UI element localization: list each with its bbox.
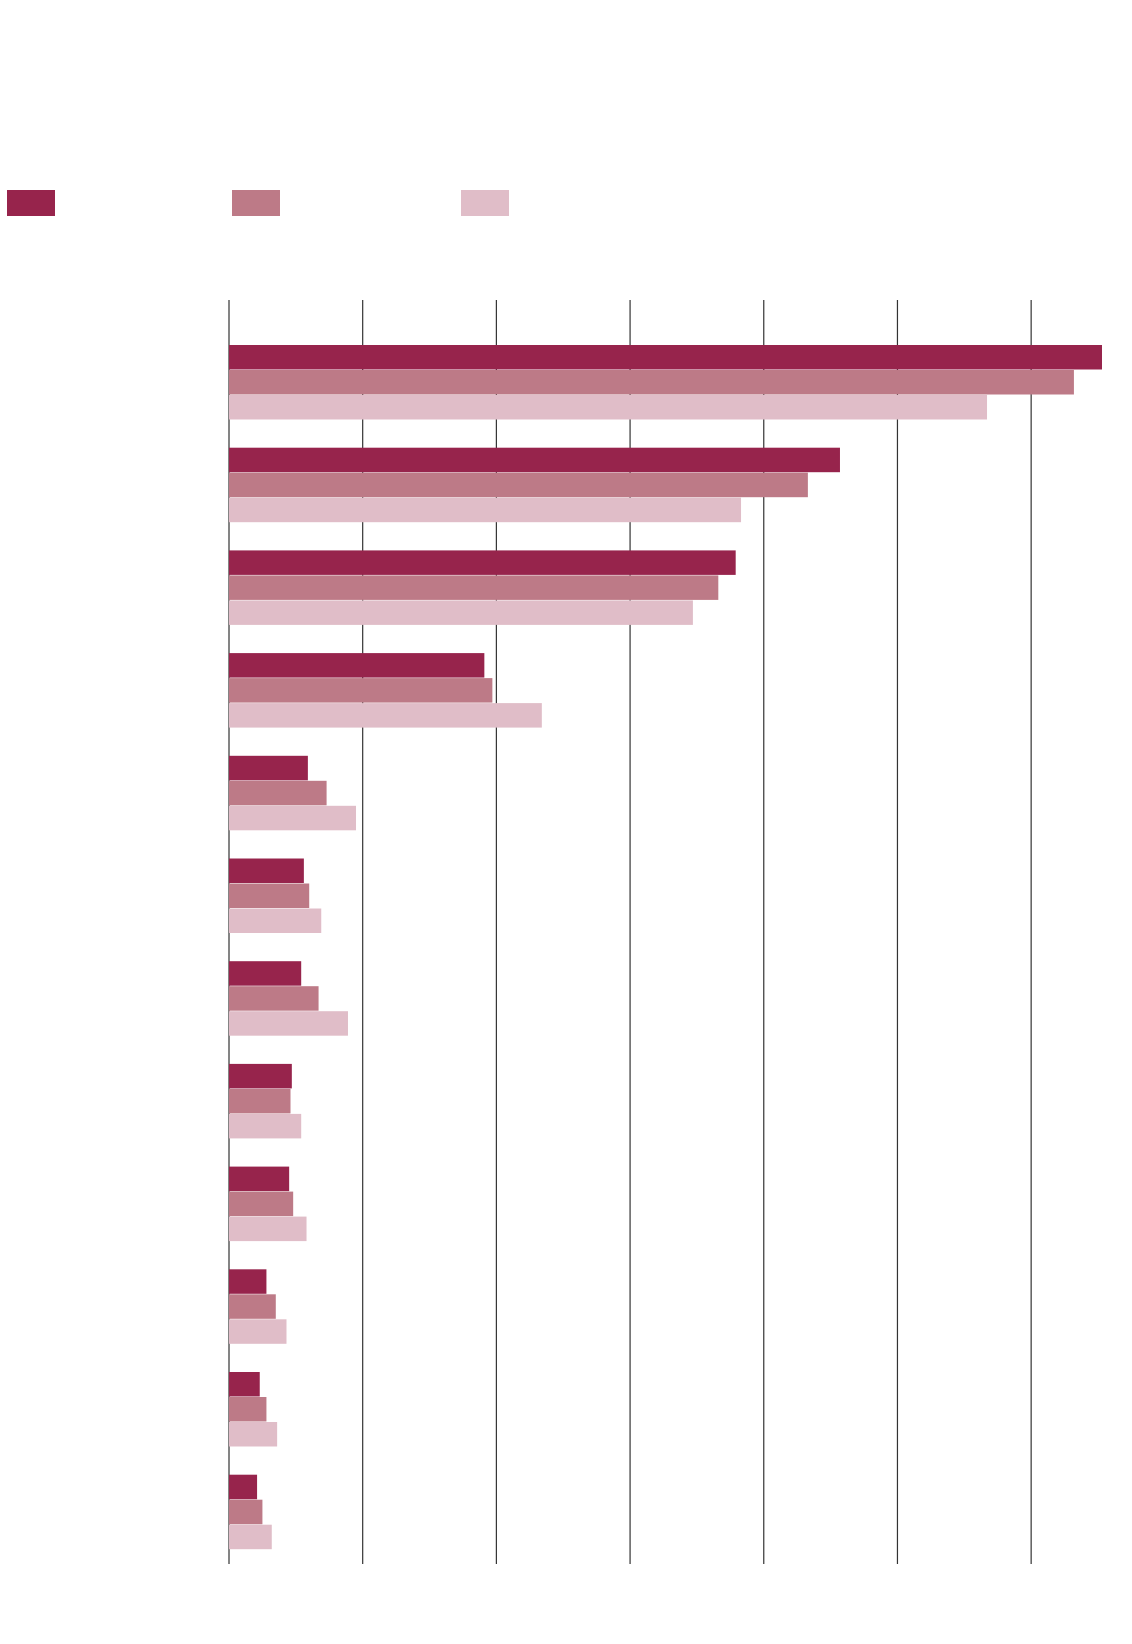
bar-group-4-series-1 [229,780,327,806]
bar-group-0-series-0 [229,345,1102,370]
bar-group-5-series-1 [229,883,310,908]
bar-group-9-series-2 [229,1319,287,1344]
bar-group-7-series-0 [229,1063,292,1089]
legend-swatch-1 [232,190,280,216]
bar-group-7-series-1 [229,1088,291,1114]
bar-group-5-series-0 [229,858,304,883]
bar-group-9-series-1 [229,1294,276,1319]
bar-group-1-series-0 [229,447,840,473]
bar-group-6-series-2 [229,1011,348,1036]
bar-group-8-series-2 [229,1216,307,1242]
bar-group-2-series-2 [229,600,693,625]
bar-group-8-series-1 [229,1191,294,1217]
bar-group-10-series-2 [229,1422,278,1447]
bar-group-2-series-1 [229,575,719,600]
bar-group-1-series-2 [229,497,742,523]
bar-group-11-series-0 [229,1474,258,1500]
bar-group-3-series-1 [229,678,493,703]
bar-group-7-series-2 [229,1113,302,1139]
bar-group-0-series-2 [229,395,988,420]
bar-group-3-series-0 [229,653,485,678]
bar-group-8-series-0 [229,1166,290,1192]
bar-group-10-series-1 [229,1397,267,1422]
bar-group-4-series-2 [229,805,357,831]
bar-group-4-series-0 [229,755,308,781]
bar-group-6-series-1 [229,986,319,1011]
bar-group-2-series-0 [229,550,736,575]
bar-group-11-series-2 [229,1524,272,1550]
bar-group-6-series-0 [229,961,302,986]
bar-group-1-series-1 [229,472,808,498]
bar-group-9-series-0 [229,1269,267,1294]
legend-swatch-0 [7,190,55,216]
bar-group-5-series-2 [229,908,322,933]
bar-group-0-series-1 [229,370,1074,395]
legend-swatch-2 [461,190,509,216]
bar-group-10-series-0 [229,1372,260,1397]
bar-group-11-series-1 [229,1499,263,1525]
bar-group-3-series-2 [229,703,542,728]
